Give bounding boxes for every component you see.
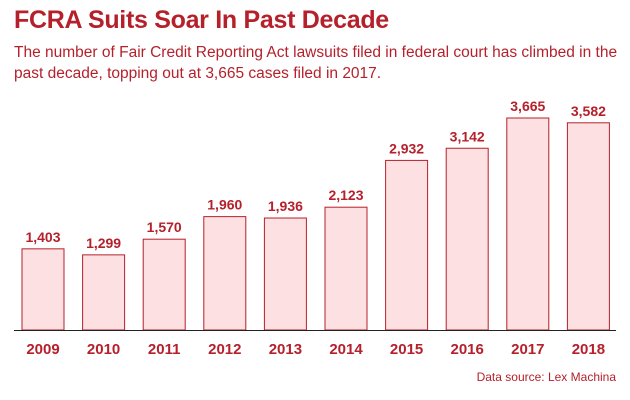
bar-2011 <box>142 238 186 331</box>
category-label-2017: 2017 <box>511 341 544 358</box>
category-label-2010: 2010 <box>87 341 120 358</box>
data-label-2018: 3,582 <box>571 103 606 119</box>
data-label-2015: 2,932 <box>389 140 424 156</box>
category-label-2015: 2015 <box>390 341 423 358</box>
data-label-2016: 3,142 <box>450 128 485 144</box>
category-label-2013: 2013 <box>269 341 302 358</box>
bar-2010 <box>82 254 126 331</box>
category-label-2011: 2011 <box>148 341 181 358</box>
bar-2016 <box>445 147 489 331</box>
bar-2013 <box>263 217 307 331</box>
category-label-2009: 2009 <box>26 341 59 358</box>
category-label-2012: 2012 <box>208 341 241 358</box>
chart-subtitle: The number of Fair Credit Reporting Act … <box>14 44 618 82</box>
data-label-2014: 2,123 <box>328 187 363 203</box>
bar-2012 <box>203 216 247 331</box>
bar-2017 <box>506 117 550 331</box>
data-label-2012: 1,960 <box>207 197 242 213</box>
bar-2009 <box>21 248 65 331</box>
bar-2015 <box>385 159 429 331</box>
data-label-2013: 1,936 <box>268 198 303 214</box>
category-label-2016: 2016 <box>451 341 484 358</box>
data-label-2010: 1,299 <box>86 235 121 251</box>
category-label-2014: 2014 <box>329 341 363 358</box>
bar-2014 <box>324 206 368 331</box>
chart-title: FCRA Suits Soar In Past Decade <box>14 6 389 34</box>
data-label-2011: 1,570 <box>147 219 182 235</box>
data-label-2009: 1,403 <box>25 229 60 245</box>
data-source-note: Data source: Lex Machina <box>476 370 616 384</box>
category-label-2018: 2018 <box>572 341 605 358</box>
bar-2018 <box>566 122 610 331</box>
data-label-2017: 3,665 <box>510 98 545 114</box>
